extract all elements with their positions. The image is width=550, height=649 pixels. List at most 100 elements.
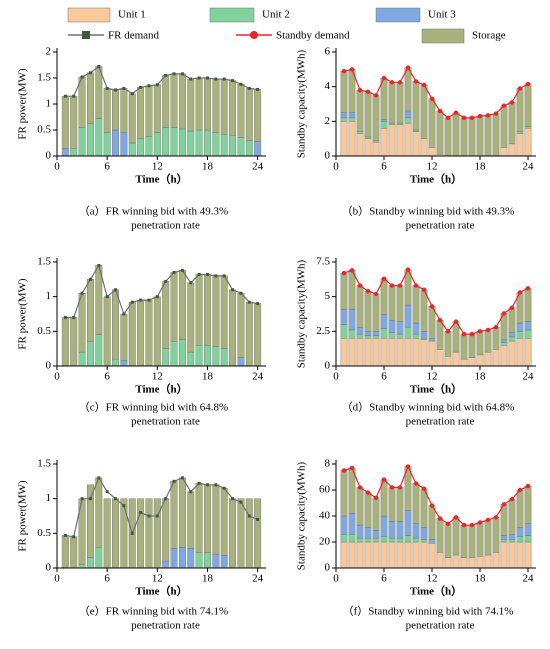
bar-segment	[348, 338, 356, 367]
bar-segment	[187, 282, 195, 353]
demand-marker	[437, 318, 443, 323]
demand-marker	[429, 304, 435, 309]
bar-segment	[412, 483, 420, 524]
bar-segment	[145, 85, 153, 137]
y-tick-label: 1.5	[37, 458, 51, 470]
y-tick-label: 0.5	[37, 527, 51, 539]
demand-marker	[437, 108, 443, 114]
x-tick-label: 12	[152, 161, 163, 173]
demand-marker	[413, 79, 419, 84]
bar-segment	[420, 541, 428, 569]
bar-segment	[187, 491, 195, 549]
x-tick-label: 6	[381, 371, 387, 383]
demand-line	[65, 263, 258, 319]
bar-segment	[95, 334, 103, 367]
bar-segment	[187, 130, 195, 157]
demand-marker	[493, 111, 499, 116]
demand-marker	[172, 72, 176, 76]
x-tick-label: 18	[475, 573, 487, 585]
bar-segment	[508, 143, 516, 157]
bar-segment	[220, 133, 228, 157]
demand-marker	[381, 75, 387, 81]
bar-segment	[380, 338, 388, 367]
caption: （a）FR winning bid with 49.3%	[79, 205, 228, 218]
bar-segment	[162, 75, 170, 128]
bar-segment	[492, 349, 500, 367]
bar-segment	[404, 338, 412, 367]
demand-marker	[256, 517, 260, 521]
bar-segment	[178, 270, 186, 340]
bar-segment	[420, 527, 428, 540]
demand-marker	[405, 464, 411, 469]
demand-marker	[80, 75, 84, 79]
bar-segment	[245, 498, 253, 569]
bar-segment	[220, 555, 228, 569]
bar-segment	[356, 524, 364, 539]
demand-marker	[493, 515, 499, 520]
bar-segment	[380, 314, 388, 329]
demand-marker	[189, 281, 193, 285]
demand-marker	[373, 495, 379, 500]
demand-marker	[477, 113, 483, 119]
legend-label: Unit 1	[118, 9, 146, 21]
bar-segment	[500, 342, 508, 346]
bar-segment	[412, 285, 420, 324]
caption: penetration rate	[406, 416, 475, 428]
x-tick-label: 24	[252, 573, 264, 585]
demand-marker	[239, 500, 243, 504]
x-tick-label: 18	[475, 371, 487, 383]
bar-segment	[61, 147, 69, 157]
bar-segment	[396, 321, 404, 335]
demand-marker	[189, 490, 193, 494]
demand-marker	[421, 287, 427, 292]
bar-segment	[444, 331, 452, 357]
x-axis-label: Time（h）	[410, 173, 462, 186]
demand-marker	[349, 465, 355, 471]
bar-segment	[348, 308, 356, 331]
bar-segment	[340, 112, 348, 119]
bar-segment	[348, 513, 356, 535]
bar-segment	[340, 534, 348, 543]
bar-segment	[380, 121, 388, 129]
legend-swatch	[209, 7, 255, 23]
bar-segment	[112, 129, 119, 157]
demand-marker	[122, 504, 126, 508]
bar-segment	[348, 270, 356, 310]
demand-marker	[97, 263, 101, 267]
bar-segment	[508, 539, 516, 543]
demand-marker	[180, 72, 184, 76]
bar-segment	[388, 124, 396, 157]
bar-segment	[396, 122, 404, 125]
bar-segment	[86, 72, 94, 124]
demand-marker	[88, 71, 92, 75]
bar-segment	[516, 527, 524, 538]
bar-segment	[229, 289, 237, 367]
demand-marker	[341, 270, 347, 276]
demand-marker	[114, 288, 118, 292]
caption: （e）FR winning bid with 74.1%	[79, 605, 228, 618]
bar-segment	[78, 127, 86, 157]
bar-segment	[452, 321, 460, 353]
bar-segment	[245, 88, 253, 141]
y-tick-label: 0	[46, 360, 52, 372]
legend-swatch	[421, 28, 465, 44]
bar-segment	[195, 77, 203, 131]
bar-segment	[492, 113, 500, 157]
x-tick-label: 12	[427, 161, 438, 173]
bar-segment	[508, 102, 516, 145]
x-tick-label: 12	[152, 371, 163, 383]
bar-segment	[436, 349, 444, 367]
y-axis-label: FR power(MW)	[17, 480, 29, 552]
bar-segment	[396, 487, 404, 522]
bar-segment	[444, 117, 452, 157]
y-tick-label: 60	[319, 484, 331, 496]
bar-segment	[484, 115, 492, 157]
bar-segment	[444, 356, 452, 367]
y-tick-label: 0.5	[37, 325, 51, 337]
bar-segment	[412, 81, 420, 131]
x-tick-label: 0	[54, 573, 60, 585]
bar-segment	[364, 91, 372, 138]
demand-marker	[517, 86, 523, 91]
demand-marker	[525, 81, 531, 87]
bar-segment	[476, 115, 484, 157]
